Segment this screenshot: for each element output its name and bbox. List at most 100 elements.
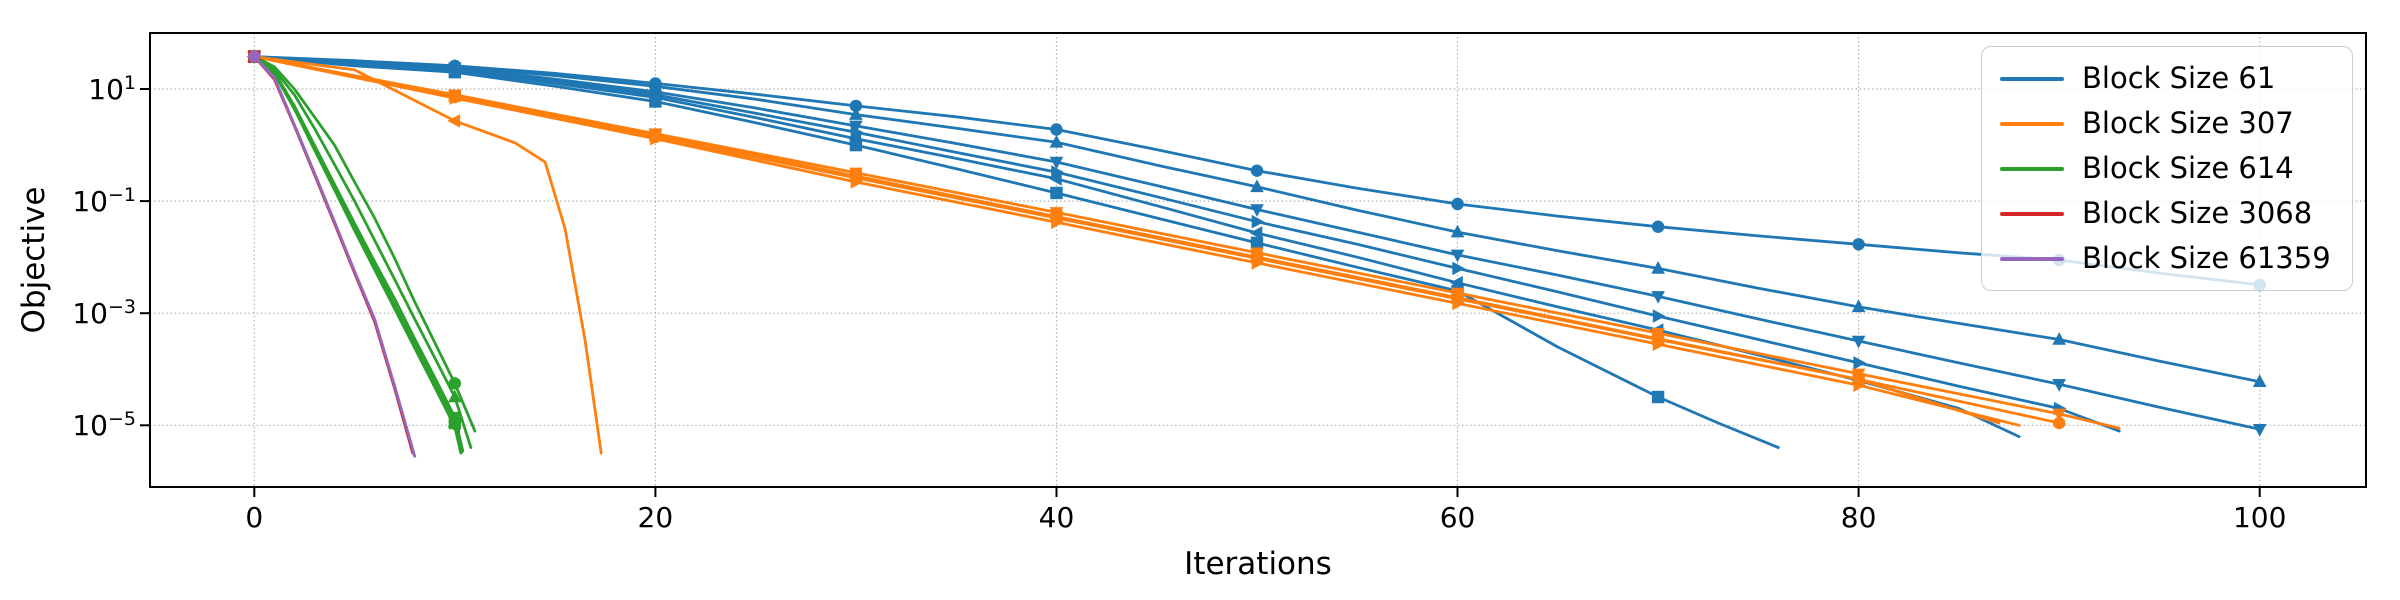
series-marker-> — [1251, 214, 1265, 229]
series-marker-o — [1852, 238, 1865, 251]
legend-label: Block Size 3068 — [2082, 195, 2313, 230]
series-marker-s — [1651, 390, 1665, 404]
y-tick-label-10e-1: 10−1 — [72, 183, 136, 219]
series-marker-o — [1050, 123, 1063, 136]
series-marker-s — [849, 138, 863, 152]
series-line-10 — [252, 55, 603, 455]
series-marker-^ — [448, 389, 462, 403]
series-marker-v — [1851, 368, 1866, 382]
series-line-9 — [252, 55, 2021, 427]
legend-line-sample — [2000, 211, 2064, 216]
series-marker-> — [1051, 215, 1064, 230]
series-marker-v — [849, 167, 863, 181]
series-line-17 — [252, 55, 417, 458]
legend-line-sample — [2000, 256, 2064, 261]
series-line-11 — [252, 55, 465, 453]
legend-item: Block Size 3068 — [2000, 195, 2334, 230]
x-tick-label-20: 20 — [637, 501, 674, 534]
series-marker-v — [1049, 207, 1064, 220]
series-marker-> — [1853, 378, 1867, 392]
series-marker-s — [448, 416, 462, 430]
series-marker-s — [448, 65, 462, 79]
x-tick-label-100: 100 — [2232, 501, 2287, 534]
series-marker-v — [1250, 247, 1264, 261]
y-tick-label-10e1: 101 — [88, 71, 136, 107]
legend-line-sample — [2000, 166, 2064, 171]
legend-label: Block Size 61 — [2082, 61, 2276, 95]
series-marker-s — [1050, 186, 1063, 200]
legend-line-sample — [2000, 76, 2064, 81]
axes-spines — [140, 32, 2367, 497]
series-marker-> — [1452, 261, 1465, 276]
series-line-16 — [252, 55, 415, 455]
series-line-7 — [252, 55, 2061, 425]
series-marker-> — [850, 175, 864, 189]
x-tick-label-40: 40 — [1038, 501, 1075, 534]
series-line-3 — [252, 55, 2121, 433]
series-marker-v — [2052, 408, 2066, 422]
series-marker-> — [850, 125, 864, 139]
series-marker-v — [1651, 291, 1665, 304]
series-marker-o — [1451, 197, 1464, 211]
series-marker-< — [1049, 172, 1062, 186]
x-tick-label-60: 60 — [1439, 501, 1476, 534]
series-marker-^ — [1250, 179, 1264, 193]
series-marker-v — [1450, 287, 1465, 301]
legend-label: Block Size 61359 — [2082, 240, 2331, 275]
legend-item: Block Size 307 — [2000, 105, 2334, 140]
legend: Block Size 61 Block Size 307 Block Size 61… — [1981, 46, 2353, 292]
series-marker-< — [447, 114, 461, 128]
series-marker-v — [1250, 204, 1264, 217]
series-line-15 — [252, 55, 477, 433]
series-marker-o — [1651, 220, 1665, 233]
series-marker-> — [449, 91, 463, 105]
series-line-4 — [252, 55, 2021, 438]
series-marker-^ — [2052, 332, 2066, 345]
series-marker-^ — [2252, 374, 2267, 387]
series-marker-^ — [1049, 134, 1064, 148]
legend-item: Block Size 614 — [2000, 150, 2334, 185]
series-marker-v — [1049, 156, 1064, 170]
series-line-13 — [252, 55, 464, 454]
series-marker-o — [448, 377, 462, 390]
series-marker-> — [1652, 337, 1666, 352]
x-axis-label: Iterations — [1184, 546, 1332, 582]
series-marker-o — [1250, 164, 1264, 177]
series-marker-o — [2052, 416, 2066, 430]
series-marker-^ — [1651, 261, 1665, 274]
series-line-12 — [252, 55, 463, 455]
series-marker-> — [1051, 165, 1064, 179]
series-marker-^ — [849, 107, 863, 120]
series-marker-^ — [1450, 224, 1465, 238]
series-line-14 — [252, 55, 473, 449]
series-marker-v — [2252, 424, 2267, 437]
series-marker-> — [1652, 309, 1666, 323]
legend-label: Block Size 614 — [2082, 150, 2294, 185]
series-marker-> — [650, 131, 663, 146]
series-marker-v — [1651, 328, 1665, 341]
series-marker-v — [1851, 335, 1866, 349]
x-tick-label-0: 0 — [245, 501, 264, 534]
series-marker-> — [1853, 356, 1867, 370]
series-line-5 — [252, 55, 1780, 449]
legend-label: Block Size 307 — [2082, 105, 2294, 140]
series-marker-s — [649, 95, 662, 108]
series-marker-v — [2052, 379, 2066, 392]
y-axis-label: Objective — [16, 186, 52, 334]
y-tick-label-10e-3: 10−3 — [72, 296, 136, 331]
y-tick-label-10e-5: 10−5 — [72, 408, 136, 443]
series-marker-^ — [1851, 299, 1866, 313]
legend-item: Block Size 61359 — [2000, 240, 2334, 275]
legend-item: Block Size 61 — [2000, 61, 2334, 95]
series-marker-< — [1249, 226, 1263, 240]
series-marker-v — [849, 120, 863, 134]
series-marker-> — [1452, 296, 1465, 311]
x-tick-label-80: 80 — [1840, 501, 1877, 534]
series-marker-v — [1450, 249, 1465, 263]
series-marker-> — [1251, 256, 1265, 270]
series-marker-o — [849, 99, 863, 113]
legend-line-sample — [2000, 121, 2064, 126]
series-marker-s — [1250, 236, 1264, 250]
